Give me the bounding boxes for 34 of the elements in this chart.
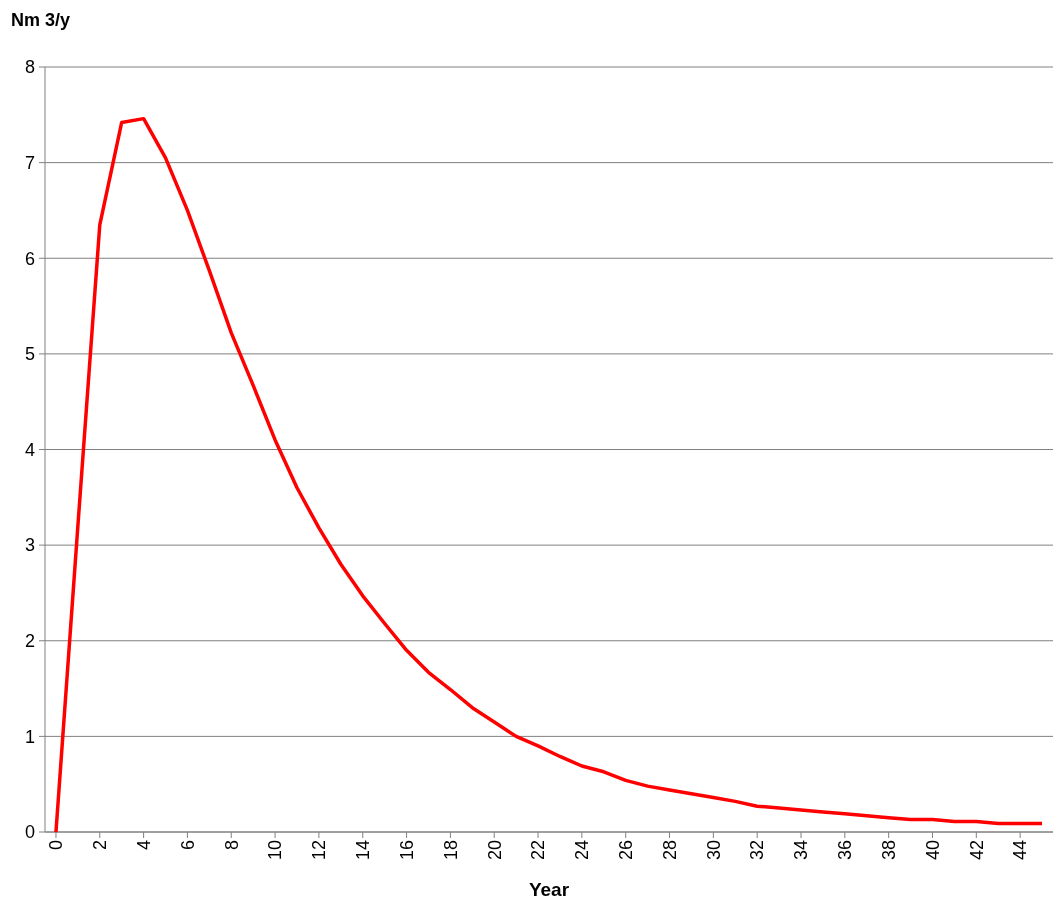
x-tick-label: 42 [966,840,987,861]
line-series [54,116,1044,834]
y-axis-title: Nm 3/y [11,10,71,30]
x-tick-label: 38 [878,840,899,861]
x-tick-label: 0 [46,840,67,851]
y-tick-label: 5 [24,344,35,365]
y-tick-label: 4 [24,439,35,460]
y-tick-label: 7 [24,152,35,173]
x-tick-label: 12 [309,840,330,861]
x-tick-label: 8 [221,840,242,851]
x-tick-label: 26 [616,840,636,861]
x-tick-label: 32 [747,840,768,861]
x-tick-label: 2 [90,840,111,851]
x-tick-label: 6 [177,840,198,851]
x-tick-label: 40 [922,840,943,861]
x-tick-label: 44 [1010,840,1031,861]
y-tick-label: 6 [24,248,35,269]
y-tick-label: 1 [24,726,35,747]
x-tick-label: 24 [572,840,593,861]
x-tick-label: 16 [396,840,417,861]
x-tick-label: 14 [353,840,374,861]
x-axis-title: Year [528,879,570,900]
x-tick-label: 36 [835,840,856,861]
y-tick-label: 3 [24,535,35,556]
y-tick-label: 8 [24,57,35,78]
x-tick-label: 4 [133,840,154,851]
y-tick-label: 2 [24,631,35,652]
x-tick-label: 28 [659,840,680,861]
x-tick-label: 20 [484,840,505,861]
x-tick-label: 18 [440,840,461,861]
x-tick-label: 34 [791,840,812,861]
x-tick-label: 30 [703,840,724,861]
x-tick-label: 22 [528,840,549,861]
x-tick-label: 10 [265,840,286,861]
